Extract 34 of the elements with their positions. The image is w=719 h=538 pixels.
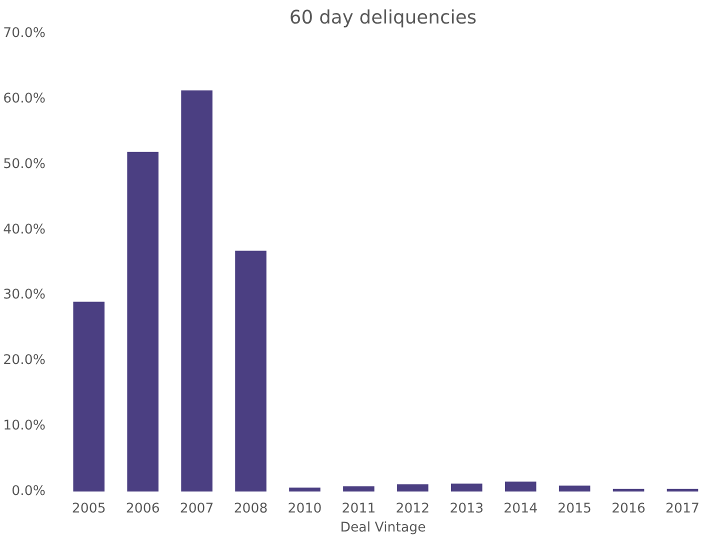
y-tick-label: 30.0%	[3, 288, 46, 303]
x-tick-label: 2015	[558, 502, 592, 516]
y-tick-label: 50.0%	[3, 156, 46, 172]
bar	[504, 482, 536, 492]
x-tick-label: 2012	[396, 502, 430, 516]
y-tick-label: 70.0%	[3, 26, 46, 41]
bar	[235, 250, 266, 492]
y-tick-label: 10.0%	[3, 418, 46, 434]
y-tick-label: 40.0%	[3, 222, 46, 238]
x-tick-label: 2016	[612, 502, 646, 516]
bar	[73, 302, 105, 492]
x-axis-title: Deal Vintage	[340, 520, 426, 536]
y-tick-label: 0.0%	[12, 484, 46, 499]
bar	[343, 486, 374, 492]
x-tick-label: 2010	[288, 502, 322, 516]
x-tick-label: 2006	[126, 502, 160, 516]
x-tick-label: 2013	[450, 502, 484, 516]
x-tick-label: 2011	[342, 502, 376, 516]
x-tick-label: 2014	[504, 502, 538, 516]
x-tick-label: 2017	[666, 502, 700, 516]
bar	[181, 90, 212, 492]
bar	[397, 484, 428, 492]
bar	[558, 486, 590, 492]
bar	[289, 488, 320, 492]
chart-title: 60 day deliquencies	[289, 8, 477, 28]
y-tick-label: 20.0%	[3, 353, 46, 368]
bar	[451, 484, 482, 492]
y-tick-label: 60.0%	[3, 91, 46, 106]
x-tick-label: 2008	[234, 502, 268, 516]
bar	[127, 152, 158, 492]
bar	[666, 488, 698, 492]
x-tick-label: 2007	[180, 502, 214, 516]
x-tick-label: 2005	[72, 502, 106, 516]
bar	[612, 488, 644, 492]
